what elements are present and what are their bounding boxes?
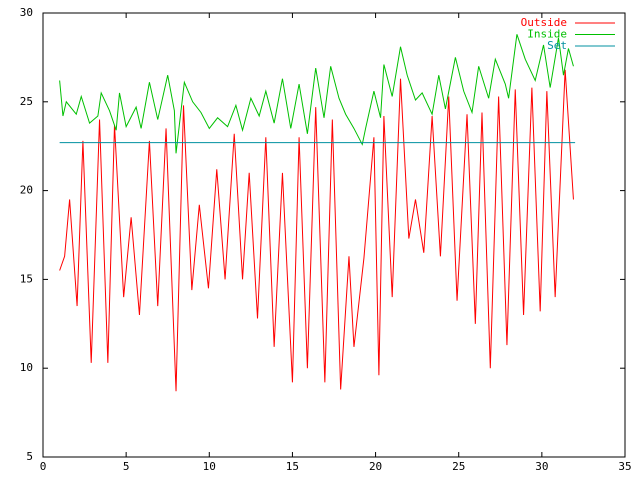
y-tick-label: 10 — [20, 361, 33, 374]
x-tick-label: 30 — [535, 460, 548, 473]
legend-label: Inside — [527, 28, 567, 41]
y-tick-label: 15 — [20, 272, 33, 285]
x-tick-label: 5 — [123, 460, 130, 473]
plot-frame — [42, 12, 626, 458]
y-tick-label: 20 — [20, 184, 33, 197]
x-tick-label: 20 — [369, 460, 382, 473]
y-tick-label: 25 — [20, 95, 33, 108]
x-tick-label: 25 — [452, 460, 465, 473]
y-tick-label: 5 — [26, 450, 33, 463]
series-line — [59, 34, 574, 154]
y-tick-label: 30 — [20, 6, 33, 19]
x-tick-label: 10 — [203, 460, 216, 473]
legend-label: Set — [547, 39, 567, 52]
legend-label: Outside — [521, 16, 567, 29]
x-tick-label: 0 — [40, 460, 47, 473]
x-tick-label: 35 — [618, 460, 631, 473]
x-tick-label: 15 — [286, 460, 299, 473]
series-line — [59, 69, 574, 392]
